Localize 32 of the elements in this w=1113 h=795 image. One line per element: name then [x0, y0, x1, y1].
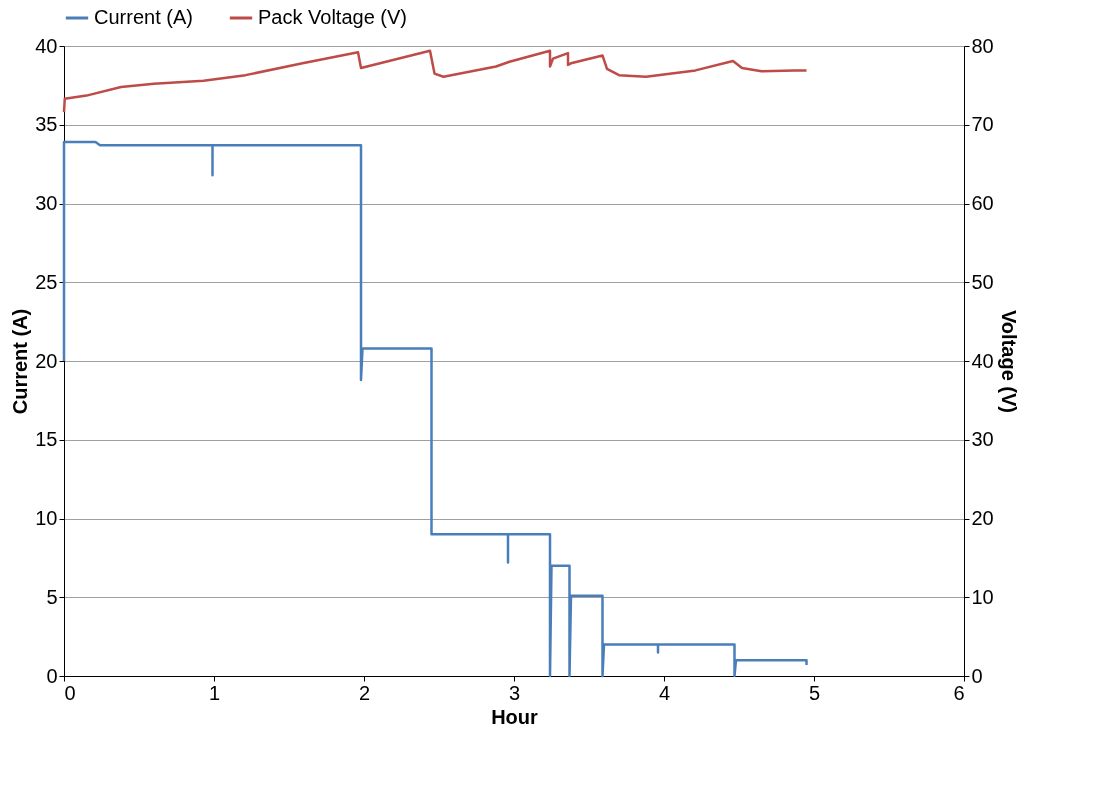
y2-tick-label: 50	[971, 270, 994, 293]
x-tick-label: 0	[64, 681, 76, 704]
y2-tick-label: 20	[971, 507, 994, 529]
y2-axis-title: Voltage (V)	[997, 310, 1020, 413]
y-tick-label: 15	[35, 428, 58, 451]
y2-tick-label: 40	[971, 349, 994, 372]
x-tick-label: 1	[208, 681, 221, 704]
y-tick-label: 30	[35, 192, 58, 214]
y2-tick-label: 70	[971, 113, 994, 136]
y-tick-label: 40	[35, 34, 58, 57]
line-series	[62, 140, 808, 678]
y-tick-label: 10	[35, 507, 58, 529]
x-tick-label: 3	[508, 681, 521, 704]
line-series	[62, 49, 808, 114]
y-axis-title: Current (A)	[9, 308, 32, 415]
x-axis-title: Hour	[491, 705, 539, 728]
x-tick-label: 2	[358, 681, 371, 704]
y-tick-label: 25	[35, 270, 58, 293]
y2-tick-label: 0	[971, 664, 983, 687]
y2-tick-label: 30	[971, 428, 994, 451]
y-tick-label: 0	[46, 664, 58, 687]
y2-tick-label: 60	[971, 192, 994, 214]
y-tick-label: 5	[46, 585, 58, 608]
legend-label: Pack Voltage (V)	[258, 6, 407, 28]
y2-tick-label: 10	[971, 585, 994, 608]
x-tick-label: 4	[658, 681, 671, 704]
legend-label: Current (A)	[94, 6, 193, 28]
y-tick-label: 20	[35, 349, 58, 372]
x-tick-label: 6	[953, 681, 965, 704]
y-tick-label: 35	[35, 113, 58, 136]
y2-tick-label: 80	[971, 34, 994, 57]
x-tick-label: 5	[808, 681, 821, 704]
